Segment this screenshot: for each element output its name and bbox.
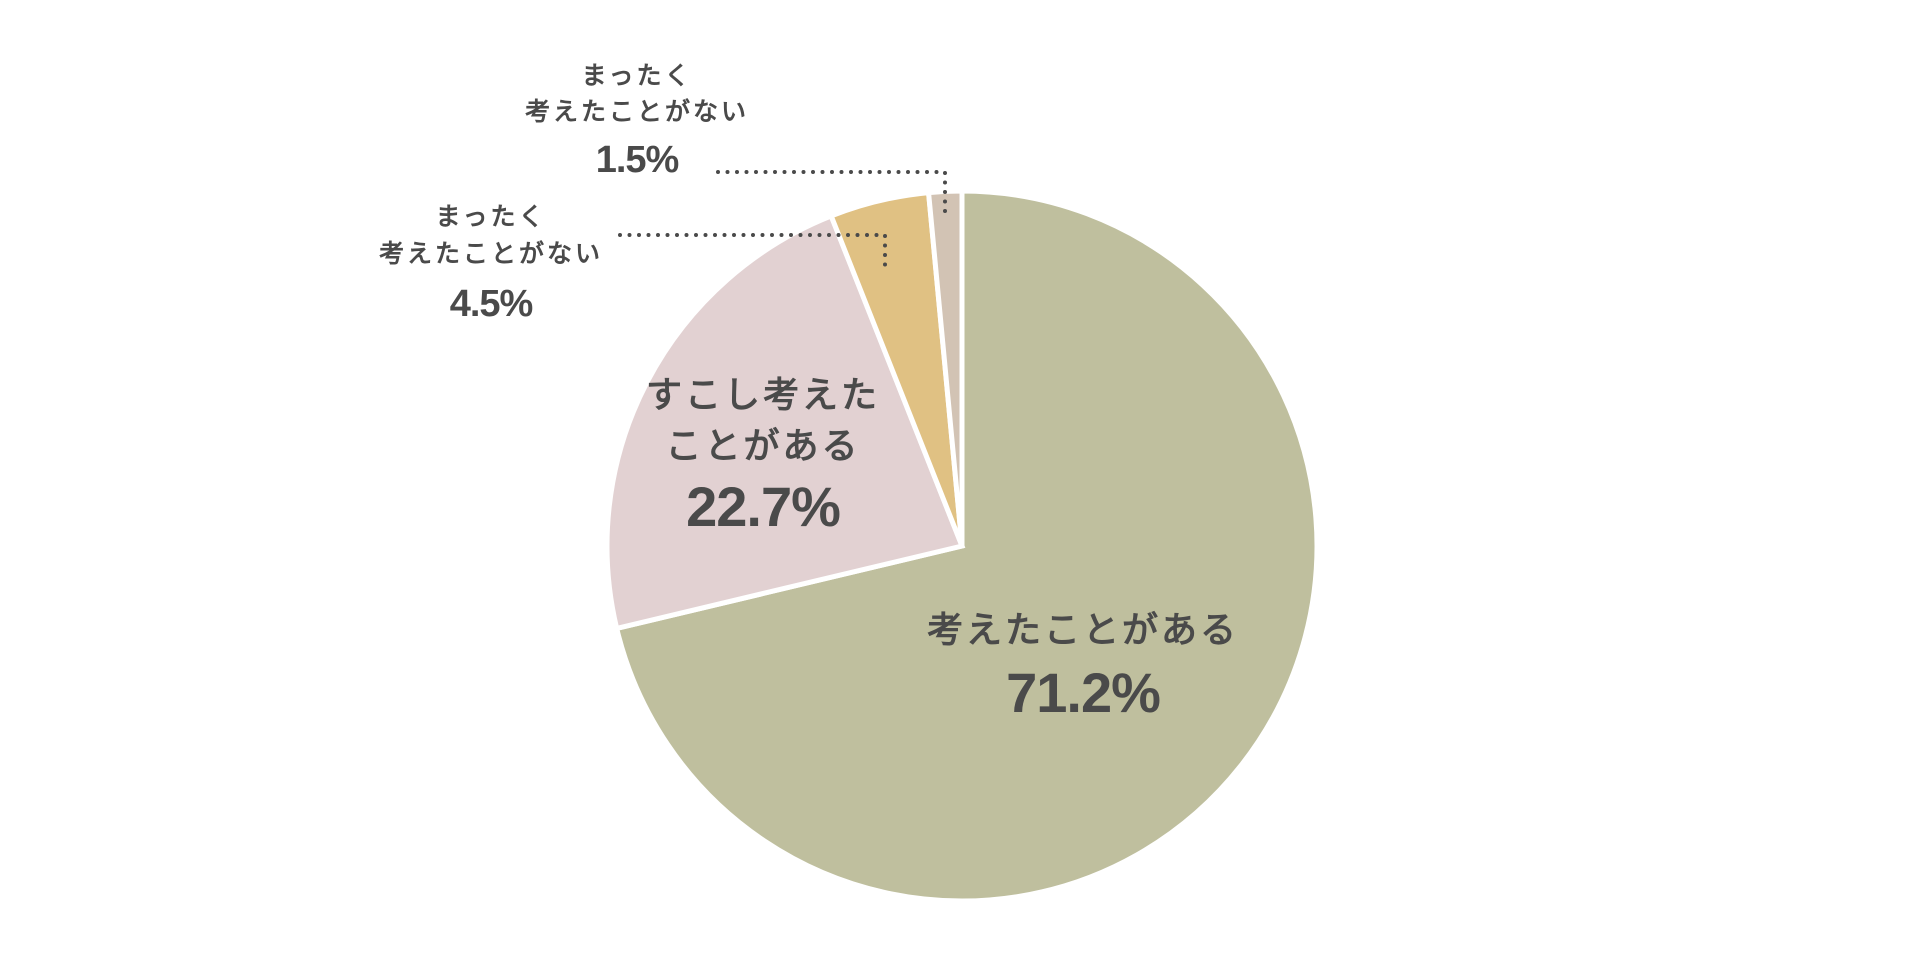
slice-label-1-line-0: すこし考えた (646, 375, 880, 416)
slice-value-3: 1.5% (596, 139, 679, 181)
leader-lines (618, 170, 947, 272)
slice-labels: 考えたことがある71.2%すこし考えたことがある22.7%まったく考えたことがな… (379, 61, 1239, 724)
slice-label-3-line-0: まったく (581, 61, 692, 90)
leader-line-2 (618, 233, 887, 272)
slice-value-2: 4.5% (450, 283, 533, 325)
slice-label-2-line-1: 考えたことがない (379, 239, 603, 268)
slice-label-3-line-1: 考えたことがない (525, 97, 749, 126)
slice-label-2-line-0: まったく (435, 202, 546, 231)
pie-slices (604, 188, 1320, 904)
slice-value-1: 22.7% (686, 475, 840, 538)
slice-label-1-line-1: ことがある (665, 426, 860, 467)
leader-line-3 (716, 170, 947, 217)
slice-label-0-line-0: 考えたことがある (927, 610, 1239, 651)
pie-slice-1 (604, 212, 966, 632)
pie-slice-0 (613, 188, 1320, 904)
slice-value-0: 71.2% (1006, 661, 1160, 724)
